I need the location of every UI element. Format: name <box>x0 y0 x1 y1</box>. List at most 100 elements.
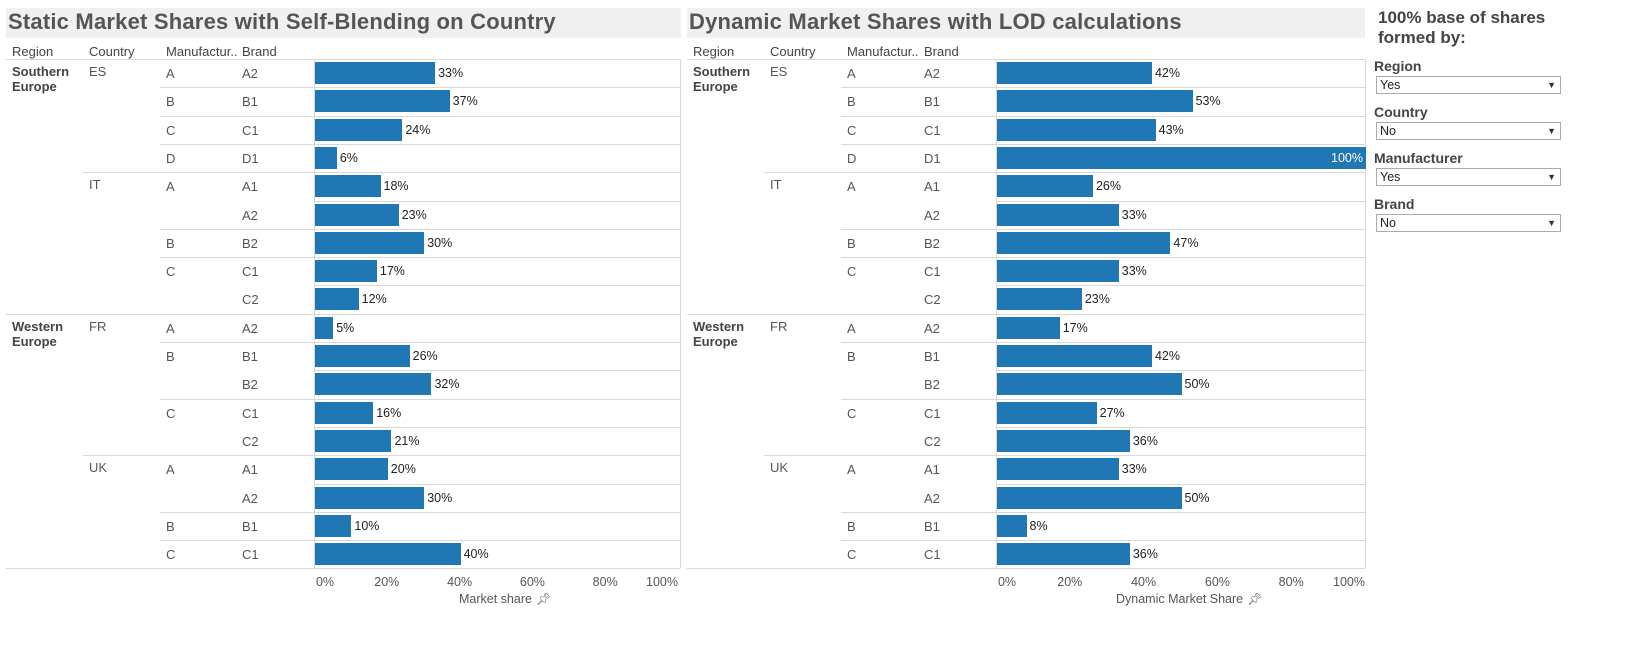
country-cell: ES <box>770 64 788 79</box>
brand-cell: C1 <box>924 122 941 138</box>
pin-icon[interactable]: 📌︎ <box>1247 592 1263 606</box>
bar[interactable] <box>315 175 381 198</box>
bar[interactable] <box>997 429 1130 452</box>
brand-cell: A2 <box>242 320 258 336</box>
data-label: 6% <box>339 150 358 165</box>
region-label-line: Southern <box>693 64 751 79</box>
pin-icon[interactable]: 📌︎ <box>535 592 552 606</box>
brand-cell: C1 <box>924 405 941 421</box>
country-cell: IT <box>770 177 782 193</box>
filter-brand-value: No <box>1380 216 1396 230</box>
row-divider <box>687 59 1365 60</box>
bar[interactable] <box>315 90 450 113</box>
manufacturer-cell: C <box>166 405 176 421</box>
x-tick-label: 100% <box>646 575 678 589</box>
filter-manufacturer-select[interactable]: Yes ▼ <box>1376 168 1561 186</box>
bar[interactable] <box>315 345 410 367</box>
bar[interactable] <box>315 260 377 283</box>
bar[interactable] <box>315 373 432 396</box>
row-divider <box>841 115 1365 117</box>
filter-panel-title: 100% base of shares formed by: <box>1378 8 1627 48</box>
manufacturer-cell: B <box>847 349 856 364</box>
data-label: 33% <box>438 66 464 80</box>
bar[interactable] <box>997 146 1366 169</box>
brand-cell: B1 <box>242 518 258 534</box>
bar[interactable] <box>315 486 425 509</box>
x-tick-label: 60% <box>519 575 545 589</box>
row-divider <box>83 172 680 174</box>
bar[interactable] <box>315 458 388 481</box>
filter-region-select[interactable]: Yes ▼ <box>1376 76 1561 94</box>
bar[interactable] <box>997 514 1027 537</box>
bar[interactable] <box>997 288 1082 311</box>
bar[interactable] <box>997 231 1171 254</box>
bar[interactable] <box>997 373 1182 396</box>
bar[interactable] <box>997 486 1182 509</box>
chart-grid: Southern Europe ES A A2 33% B B1 37% C C1 24% D D1 6% I… <box>6 59 681 578</box>
data-label: 23% <box>1084 292 1110 307</box>
bar[interactable] <box>997 316 1060 339</box>
data-label: 50% <box>1184 490 1210 505</box>
bar[interactable] <box>315 146 337 169</box>
header-manufacturer: Manufactur.. <box>166 44 238 59</box>
row-divider <box>314 426 680 428</box>
bar[interactable] <box>997 345 1152 367</box>
bar[interactable] <box>315 288 359 311</box>
country-cell: UK <box>89 460 108 476</box>
region-label-line: Europe <box>12 333 57 349</box>
brand-cell: B2 <box>924 377 940 393</box>
x-axis-title: Dynamic Market Share 📌︎ <box>1116 592 1263 606</box>
brand-cell: C1 <box>924 264 941 280</box>
brand-cell: C2 <box>924 292 941 308</box>
bar[interactable] <box>997 118 1156 141</box>
brand-cell: B1 <box>924 94 940 110</box>
bar[interactable] <box>315 514 352 537</box>
data-label: 40% <box>463 547 489 562</box>
filter-panel: 100% base of shares formed by: Region Ye… <box>1372 8 1627 232</box>
brand-cell: B1 <box>242 94 258 110</box>
bar[interactable] <box>997 401 1097 424</box>
brand-cell: A2 <box>242 207 258 223</box>
bar[interactable] <box>997 62 1152 84</box>
bar[interactable] <box>315 401 374 424</box>
row-divider <box>841 540 1365 542</box>
region-label-line: Europe <box>693 333 738 349</box>
bar[interactable] <box>315 543 461 566</box>
bar[interactable] <box>997 543 1130 566</box>
data-label: 33% <box>1121 207 1147 222</box>
data-label: 26% <box>1095 179 1121 194</box>
bar[interactable] <box>997 175 1093 198</box>
bar[interactable] <box>997 90 1193 113</box>
row-divider <box>160 511 680 513</box>
brand-cell: A1 <box>924 179 940 195</box>
manufacturer-cell: A <box>166 66 175 81</box>
x-axis-title: Market share 📌︎ <box>459 592 552 606</box>
header-country: Country <box>770 44 816 59</box>
filter-brand-select[interactable]: No ▼ <box>1376 214 1561 232</box>
data-label: 32% <box>434 377 460 392</box>
data-label: 17% <box>379 264 405 279</box>
filter-manufacturer-label: Manufacturer <box>1374 150 1463 166</box>
bar[interactable] <box>315 62 436 84</box>
bar[interactable] <box>997 260 1119 283</box>
data-label: 36% <box>1132 433 1158 448</box>
row-divider <box>314 370 680 372</box>
manufacturer-cell: C <box>847 405 857 421</box>
bar[interactable] <box>315 316 334 339</box>
row-divider <box>841 143 1365 145</box>
bar[interactable] <box>315 118 403 141</box>
bar[interactable] <box>315 203 399 226</box>
bar[interactable] <box>997 458 1119 481</box>
region-label: Southern Europe <box>693 64 763 94</box>
manufacturer-cell: D <box>847 150 857 166</box>
static-market-share-panel: Static Market Shares with Self-Blending … <box>6 8 681 638</box>
region-label-line: Western <box>12 318 64 334</box>
bar[interactable] <box>997 203 1119 226</box>
bar[interactable] <box>315 231 425 254</box>
x-tick-label: 20% <box>1057 575 1083 589</box>
x-tick-label: 60% <box>1204 575 1230 589</box>
country-cell: FR <box>89 318 107 334</box>
brand-cell: B2 <box>924 235 940 251</box>
bar[interactable] <box>315 429 392 452</box>
filter-country-select[interactable]: No ▼ <box>1376 122 1561 140</box>
